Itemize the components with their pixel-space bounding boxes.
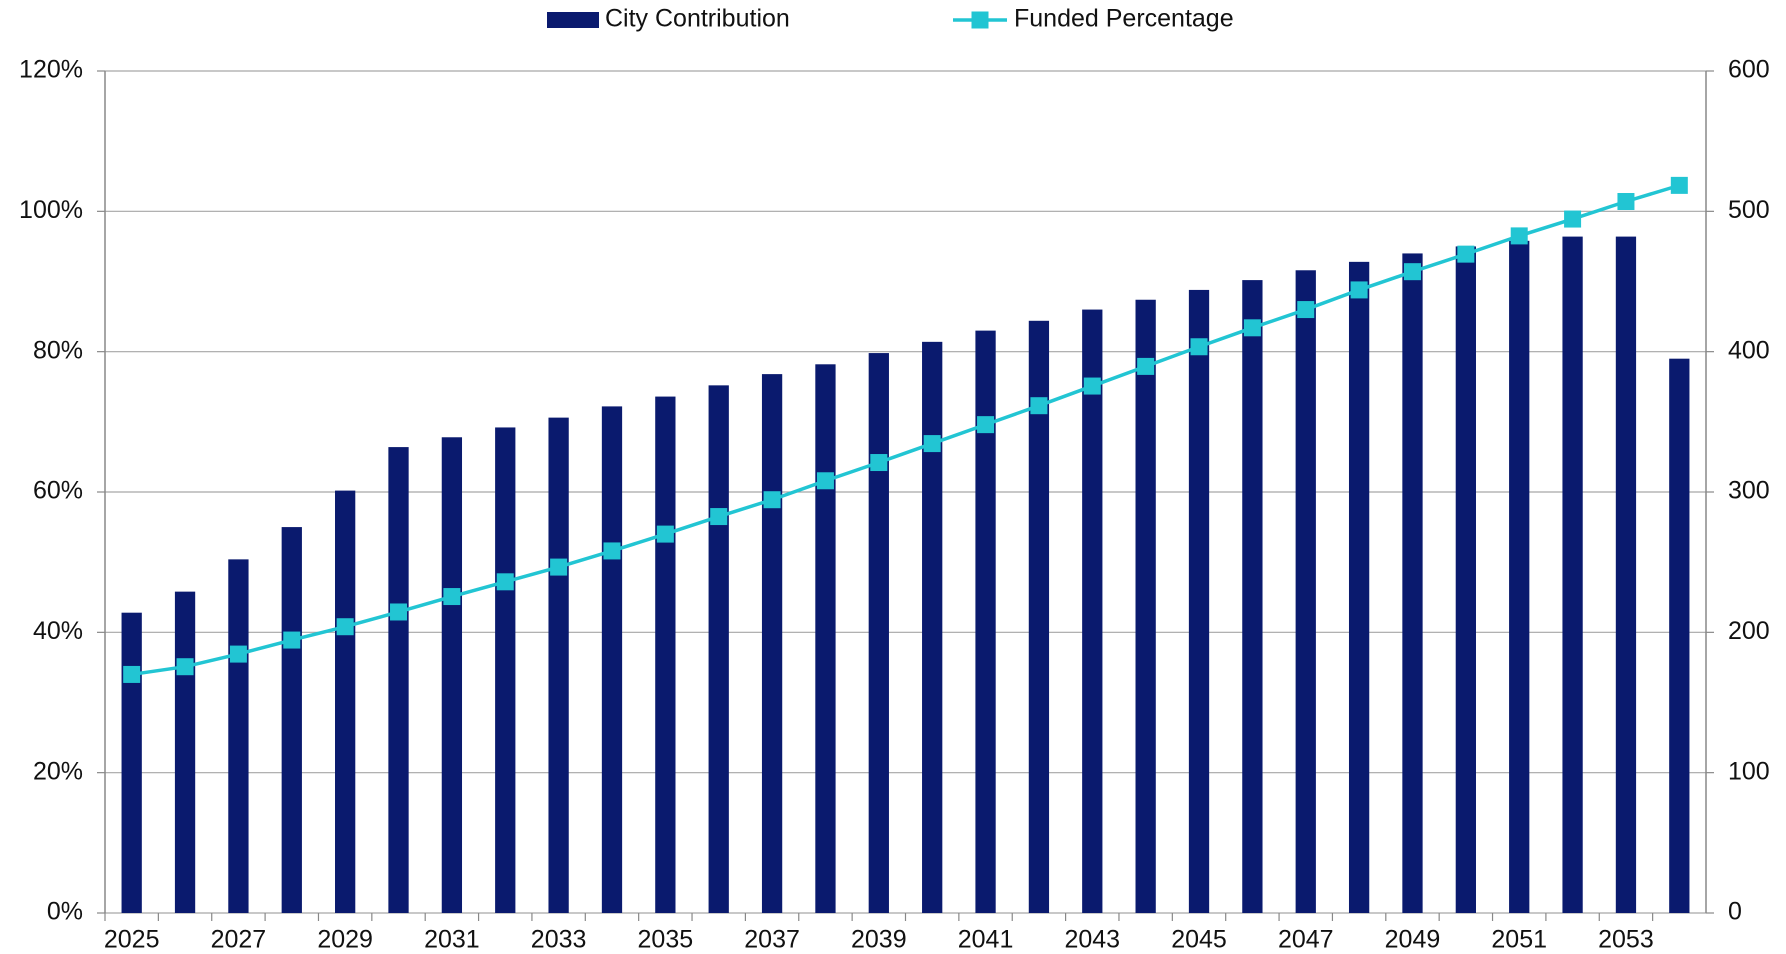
bar <box>868 353 889 913</box>
bar <box>975 330 996 913</box>
line-marker <box>1403 263 1421 281</box>
x-tick-label: 2039 <box>851 926 907 954</box>
bar <box>1295 270 1316 914</box>
line-marker <box>1670 176 1688 194</box>
line-marker <box>1243 319 1261 337</box>
y-tick-label: 120% <box>19 56 83 84</box>
bar <box>1562 236 1583 914</box>
bar <box>1615 236 1637 914</box>
y-tick-label: 60% <box>33 477 83 505</box>
line-marker <box>656 525 674 543</box>
bar <box>335 490 356 913</box>
bar <box>281 527 302 913</box>
line <box>131 183 1680 677</box>
y2-tick-label: 200 <box>1728 617 1770 645</box>
x-tick-label: 2027 <box>211 926 267 954</box>
y-tick-label: 20% <box>33 757 83 785</box>
y2-tick-label: 0 <box>1728 898 1742 926</box>
line-marker <box>603 542 621 560</box>
x-tick-label: 2041 <box>958 926 1014 954</box>
line-marker <box>550 558 568 576</box>
bar <box>1348 261 1370 913</box>
line-marker <box>923 435 941 453</box>
bar <box>655 396 676 913</box>
x-tick-label: 2037 <box>744 926 800 954</box>
line-marker <box>390 603 408 621</box>
bar <box>495 427 516 913</box>
line-marker <box>443 588 461 606</box>
bar <box>1455 246 1476 913</box>
line-marker <box>1510 227 1528 245</box>
bar <box>601 406 623 913</box>
line-marker <box>870 454 888 472</box>
line-marker <box>229 645 247 663</box>
bar <box>1509 240 1530 913</box>
line-marker <box>1297 301 1315 319</box>
line-marker <box>283 631 301 649</box>
x-tick-label: 2035 <box>638 926 694 954</box>
bar <box>121 612 142 913</box>
bar <box>548 417 569 913</box>
y2-tick-label: 100 <box>1728 757 1770 785</box>
legend-label: Funded Percentage <box>1014 5 1234 33</box>
y-tick-label: 100% <box>19 196 83 224</box>
bar <box>1188 289 1210 913</box>
line-marker <box>1190 338 1208 356</box>
bar <box>761 374 783 913</box>
bar <box>708 385 729 913</box>
line-marker <box>763 491 781 509</box>
bar <box>1135 299 1156 913</box>
line-marker <box>1137 357 1155 375</box>
y2-tick-label: 500 <box>1728 196 1770 224</box>
x-tick-label: 2051 <box>1491 926 1547 954</box>
x-tick-label: 2053 <box>1598 926 1654 954</box>
line-marker <box>1083 377 1101 395</box>
line-marker <box>336 618 354 636</box>
line-marker <box>176 658 194 676</box>
x-tick-label: 2045 <box>1171 926 1227 954</box>
bar <box>228 559 249 913</box>
x-tick-label: 2025 <box>104 926 160 954</box>
bar <box>815 364 836 914</box>
line-marker <box>123 665 141 683</box>
bar <box>1028 320 1050 913</box>
bar <box>1402 253 1423 913</box>
legend-label: City Contribution <box>605 5 790 33</box>
bar <box>922 341 943 913</box>
bar <box>1082 309 1103 914</box>
y-tick-label: 40% <box>33 617 83 645</box>
y-tick-label: 80% <box>33 336 83 364</box>
legend-swatch <box>547 12 599 28</box>
line-marker <box>710 508 728 526</box>
line-marker <box>496 573 514 591</box>
x-tick-label: 2047 <box>1278 926 1334 954</box>
x-tick-label: 2029 <box>317 926 373 954</box>
y2-tick-label: 600 <box>1728 56 1770 84</box>
legend-swatch <box>971 11 989 29</box>
x-tick-label: 2031 <box>424 926 480 954</box>
y-tick-label: 0% <box>47 898 83 926</box>
bar <box>388 447 409 913</box>
line-marker <box>977 416 995 434</box>
bar <box>1669 358 1690 913</box>
line-marker <box>1350 281 1368 299</box>
line-marker <box>1030 397 1048 415</box>
y2-tick-label: 400 <box>1728 336 1770 364</box>
x-tick-label: 2049 <box>1385 926 1441 954</box>
x-tick-label: 2043 <box>1064 926 1120 954</box>
line-marker <box>816 472 834 490</box>
line-marker <box>1617 193 1635 211</box>
line-marker <box>1564 210 1582 228</box>
bar <box>1242 280 1263 913</box>
bar <box>441 437 463 913</box>
line-marker <box>1457 245 1475 263</box>
y2-tick-label: 300 <box>1728 477 1770 505</box>
bar <box>174 591 196 913</box>
x-tick-label: 2033 <box>531 926 587 954</box>
